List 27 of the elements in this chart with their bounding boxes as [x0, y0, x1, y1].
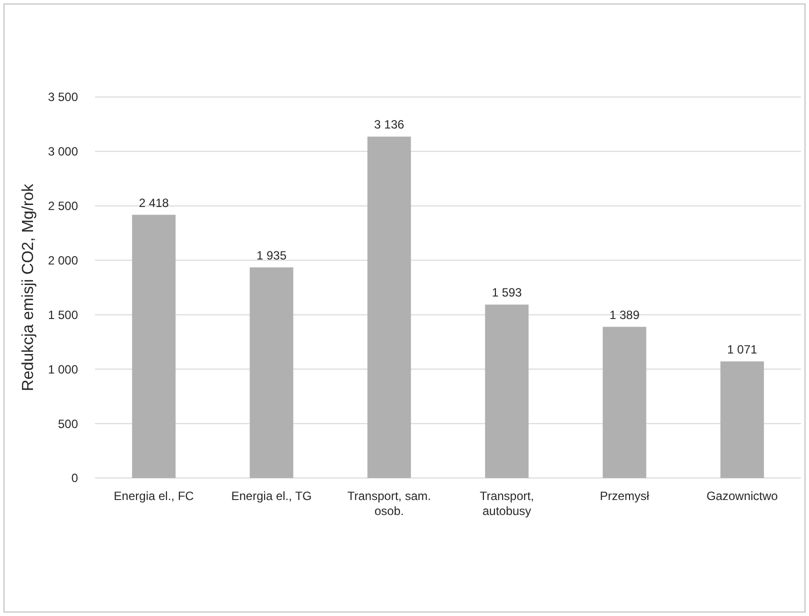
data-label: 1 071	[727, 342, 758, 356]
data-label: 1 935	[256, 248, 287, 262]
y-tick-label: 0	[71, 471, 78, 486]
bar	[602, 326, 646, 478]
x-tick-label: Energia el., FC	[114, 489, 194, 503]
bar	[367, 136, 411, 478]
y-tick-label: 1 500	[48, 308, 78, 322]
y-tick-label: 3 500	[48, 90, 78, 104]
data-label: 1 593	[492, 286, 522, 300]
y-tick-label: 2 500	[48, 199, 78, 214]
data-label: 2 418	[138, 196, 170, 210]
x-tick-label: Transport, autobusy	[480, 489, 534, 518]
x-tick-label: Gazownictwo	[706, 489, 778, 503]
bar	[132, 214, 176, 478]
data-label: 1 389	[609, 308, 640, 322]
y-tick-label: 500	[58, 416, 78, 431]
x-tick-label: Energia el., TG	[231, 489, 312, 503]
y-axis-title: Redukcja emisji CO2, Mg/rok	[20, 182, 37, 392]
bar	[720, 361, 764, 478]
x-tick-label: Transport, sam. osob.	[347, 489, 431, 518]
data-label: 3 136	[374, 118, 405, 132]
x-tick-label: Przemysł	[600, 489, 650, 503]
y-tick-label: 3 000	[48, 144, 78, 159]
y-tick-label: 1 000	[48, 362, 78, 376]
bar	[485, 304, 529, 478]
y-tick-label: 2 000	[48, 253, 78, 268]
bar	[250, 267, 294, 478]
